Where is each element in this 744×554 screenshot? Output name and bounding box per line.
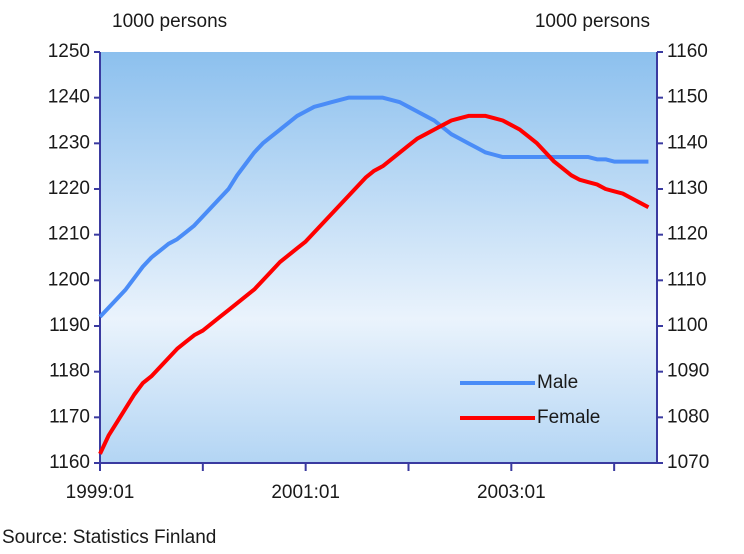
x-tick-label: 1999:01 bbox=[66, 482, 135, 503]
y2-tick-label: 1130 bbox=[667, 178, 708, 199]
plot-area bbox=[100, 52, 657, 463]
y-tick-label: 1230 bbox=[48, 132, 90, 153]
legend-label: Male bbox=[537, 372, 578, 393]
y-tick-label: 1220 bbox=[48, 178, 90, 199]
y2-tick-label: 1110 bbox=[667, 269, 706, 290]
y2-tick-label: 1100 bbox=[667, 315, 708, 336]
x-tick-label: 2001:01 bbox=[271, 482, 340, 503]
y2-tick-label: 1150 bbox=[667, 87, 708, 108]
y-tick-label: 1170 bbox=[49, 406, 90, 427]
y-tick-label: 1200 bbox=[48, 269, 90, 290]
y-tick-label: 1250 bbox=[48, 41, 90, 62]
legend-label: Female bbox=[537, 407, 600, 428]
y2-tick-label: 1090 bbox=[667, 361, 709, 382]
y2-tick-label: 1140 bbox=[667, 132, 708, 153]
y-tick-label: 1180 bbox=[49, 361, 90, 382]
line-male bbox=[98, 95, 649, 319]
y2-tick-label: 1070 bbox=[667, 452, 709, 473]
y-tick-label: 1210 bbox=[48, 224, 90, 245]
x-tick-label: 2003:01 bbox=[477, 482, 546, 503]
y-tick-label: 1190 bbox=[49, 315, 90, 336]
source: Source: Statistics Finland bbox=[2, 527, 216, 548]
y-axis-label: 1000 persons bbox=[112, 11, 227, 32]
y-tick-label: 1160 bbox=[49, 452, 90, 473]
y2-axis-label: 1000 persons bbox=[535, 11, 650, 32]
y2-tick-label: 1120 bbox=[667, 224, 708, 245]
y-tick-label: 1240 bbox=[48, 87, 90, 108]
y2-tick-label: 1160 bbox=[667, 41, 708, 62]
line-female bbox=[98, 113, 650, 455]
y2-tick-label: 1080 bbox=[667, 406, 709, 427]
